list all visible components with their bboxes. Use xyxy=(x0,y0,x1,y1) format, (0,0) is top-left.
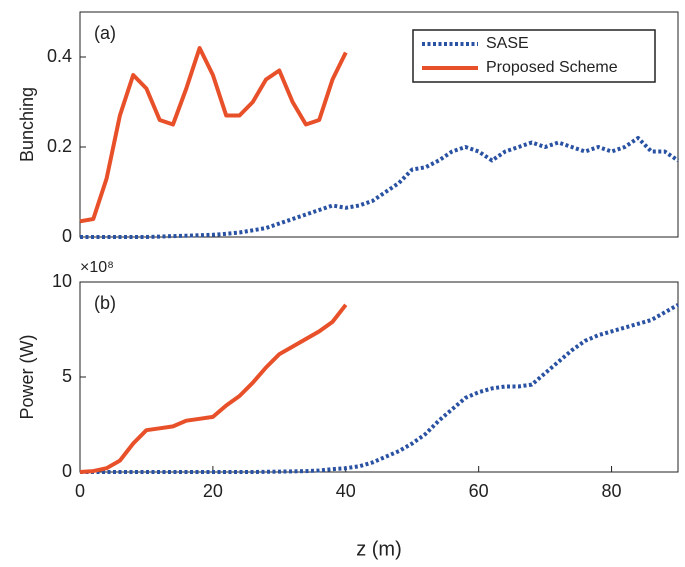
y-tick-label: 0.2 xyxy=(47,136,72,156)
x-tick-label: 80 xyxy=(602,481,622,501)
x-tick-label: 40 xyxy=(336,481,356,501)
panel-label: (b) xyxy=(94,293,116,313)
x-tick-label: 60 xyxy=(469,481,489,501)
y-tick-label: 0.4 xyxy=(47,46,72,66)
y-axis-label: Bunching xyxy=(17,87,37,162)
x-tick-label: 20 xyxy=(203,481,223,501)
x-tick-label: 0 xyxy=(75,481,85,501)
plot-frame xyxy=(79,11,679,238)
x-axis-label: z (m) xyxy=(356,538,402,560)
series-line xyxy=(79,303,348,474)
panel-label: (a) xyxy=(94,23,116,43)
series-line xyxy=(80,136,680,239)
plot-frame xyxy=(79,281,679,473)
y-tick-label: 5 xyxy=(62,366,72,386)
y-tick-label: 0 xyxy=(62,226,72,246)
series-line xyxy=(80,303,679,474)
legend-box xyxy=(412,29,656,83)
y-axis-label: Power (W) xyxy=(17,335,37,420)
y-tick-label: 0 xyxy=(62,461,72,481)
legend-label: SASE xyxy=(486,35,529,52)
legend-label: Proposed Scheme xyxy=(486,59,618,76)
series-line xyxy=(79,46,348,224)
y-tick-label: 10 xyxy=(52,271,72,291)
y-multiplier: ×10⁸ xyxy=(80,259,114,276)
